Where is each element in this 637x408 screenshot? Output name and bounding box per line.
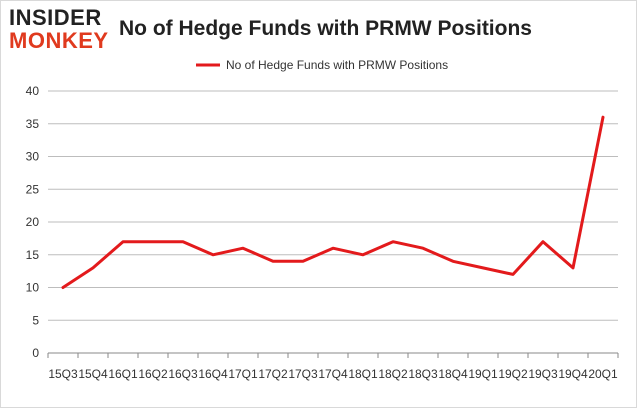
- y-tick-label: 25: [26, 182, 40, 196]
- x-tick-label: 17Q4: [318, 367, 348, 381]
- x-tick-label: 16Q4: [198, 367, 228, 381]
- x-tick-label: 18Q2: [378, 367, 408, 381]
- y-tick-label: 35: [26, 117, 40, 131]
- x-tick-label: 18Q3: [408, 367, 438, 381]
- x-tick-label: 16Q2: [138, 367, 168, 381]
- legend-label: No of Hedge Funds with PRMW Positions: [226, 58, 448, 72]
- y-tick-label: 30: [26, 150, 40, 164]
- x-tick-label: 16Q1: [108, 367, 138, 381]
- x-tick-label: 15Q4: [78, 367, 108, 381]
- axes: [47, 352, 619, 358]
- x-tick-labels: 15Q3 15Q4 16Q1 16Q2 16Q3 16Q4 17Q1 17Q2 17Q3 17Q4…: [48, 367, 618, 381]
- insider-monkey-logo: INSIDER MONKEY: [9, 7, 109, 52]
- series: [61, 115, 605, 289]
- x-tick-label: 17Q2: [258, 367, 288, 381]
- gridlines: [48, 90, 618, 321]
- y-tick-label: 20: [26, 215, 40, 229]
- x-tick-label: 20Q1: [588, 367, 618, 381]
- x-tick-label: 17Q1: [228, 367, 258, 381]
- chart-title: No of Hedge Funds with PRMW Positions: [119, 17, 532, 40]
- x-tick-label: 15Q3: [48, 367, 78, 381]
- y-tick-label: 5: [32, 313, 39, 327]
- legend: No of Hedge Funds with PRMW Positions: [196, 58, 448, 72]
- y-tick-label: 0: [32, 346, 39, 360]
- y-tick-labels: 0 5 10 15 20 25 30 35 40: [26, 84, 40, 360]
- x-tick-label: 17Q3: [288, 367, 318, 381]
- y-tick-label: 15: [26, 248, 40, 262]
- x-tick-label: 18Q4: [438, 367, 468, 381]
- y-tick-label: 10: [26, 281, 40, 295]
- x-tick-label: 19Q1: [468, 367, 498, 381]
- logo-text-bottom: MONKEY: [9, 28, 109, 53]
- x-tick-label: 19Q3: [528, 367, 558, 381]
- x-tick-label: 19Q4: [558, 367, 588, 381]
- y-tick-label: 40: [26, 84, 40, 98]
- logo-text-top: INSIDER: [9, 5, 102, 30]
- x-tick-label: 16Q3: [168, 367, 198, 381]
- x-tick-label: 19Q2: [498, 367, 528, 381]
- series-line: [61, 115, 605, 289]
- x-tick-label: 18Q1: [348, 367, 378, 381]
